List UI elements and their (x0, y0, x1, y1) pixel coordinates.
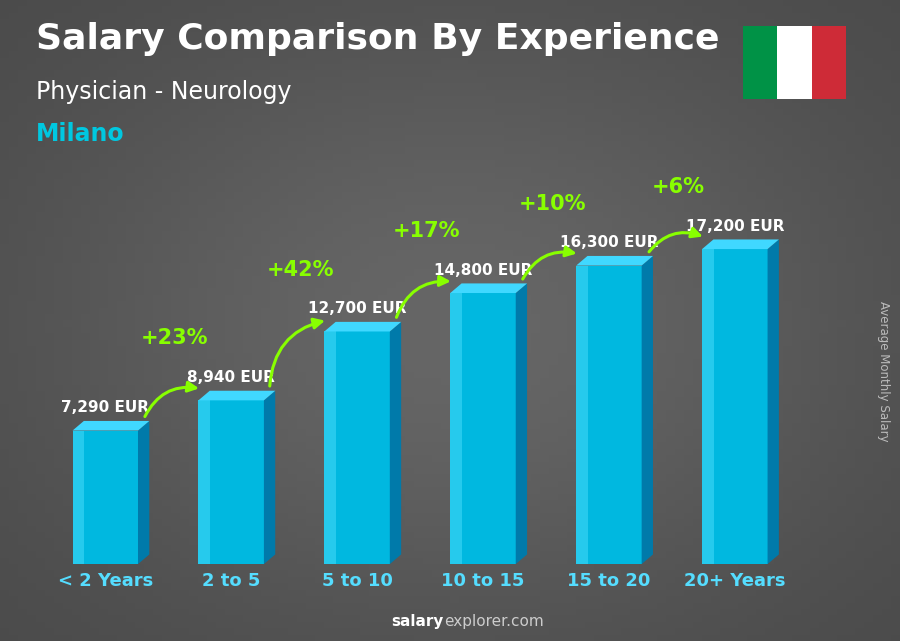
Polygon shape (198, 391, 275, 401)
Text: salary: salary (392, 615, 444, 629)
Text: +23%: +23% (140, 328, 208, 349)
Bar (73, 431, 138, 564)
Bar (73, 431, 85, 564)
Text: 17,200 EUR: 17,200 EUR (686, 219, 784, 234)
Polygon shape (576, 256, 653, 265)
Bar (324, 331, 390, 564)
Bar (450, 293, 462, 564)
Text: Milano: Milano (36, 122, 124, 146)
Bar (198, 401, 264, 564)
Text: Physician - Neurology: Physician - Neurology (36, 80, 292, 104)
Bar (742, 26, 777, 99)
Text: Average Monthly Salary: Average Monthly Salary (878, 301, 890, 442)
Polygon shape (768, 240, 778, 564)
Text: +10%: +10% (518, 194, 586, 213)
Text: 8,940 EUR: 8,940 EUR (187, 370, 275, 385)
Polygon shape (73, 421, 149, 431)
Polygon shape (450, 283, 527, 293)
Text: +6%: +6% (652, 177, 705, 197)
Polygon shape (138, 421, 149, 564)
Polygon shape (516, 283, 527, 564)
Text: 12,700 EUR: 12,700 EUR (308, 301, 406, 316)
Bar (812, 26, 846, 99)
Bar (777, 26, 812, 99)
Text: 7,290 EUR: 7,290 EUR (61, 400, 149, 415)
Bar (324, 331, 336, 564)
Text: +42%: +42% (266, 260, 334, 279)
Polygon shape (702, 240, 778, 249)
Bar (576, 265, 642, 564)
Bar (702, 249, 714, 564)
Bar (576, 265, 588, 564)
Text: 16,300 EUR: 16,300 EUR (560, 235, 658, 250)
Text: +17%: +17% (392, 221, 460, 241)
Bar (450, 293, 516, 564)
Text: explorer.com: explorer.com (444, 615, 544, 629)
Polygon shape (264, 391, 275, 564)
Bar (702, 249, 768, 564)
Bar (198, 401, 211, 564)
Polygon shape (324, 322, 401, 331)
Polygon shape (390, 322, 401, 564)
Polygon shape (642, 256, 653, 564)
Text: Salary Comparison By Experience: Salary Comparison By Experience (36, 22, 719, 56)
Text: 14,800 EUR: 14,800 EUR (434, 263, 532, 278)
